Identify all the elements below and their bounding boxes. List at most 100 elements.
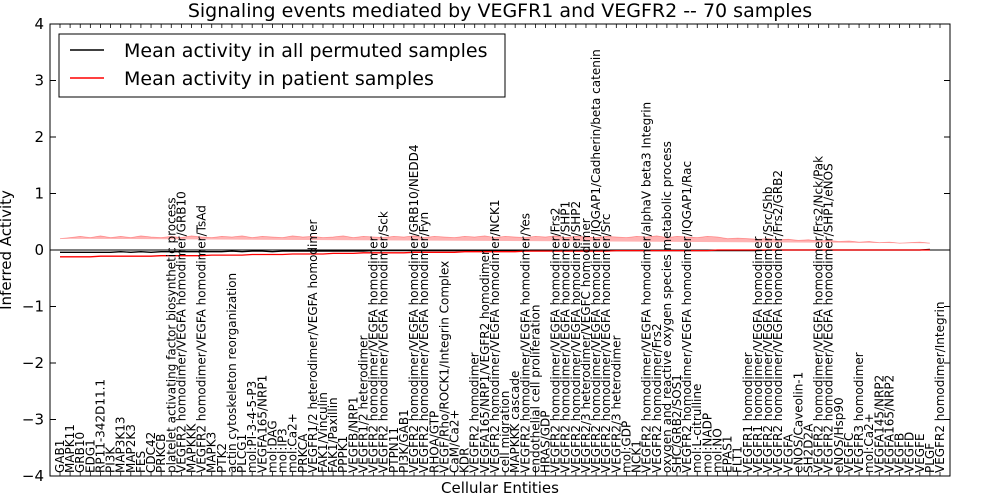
entity-label: KDR [458, 448, 472, 473]
entity-label: PPPK1 [336, 436, 350, 473]
entity-label: FAK1/Vinculin [316, 392, 330, 473]
entity-label: VEGFD [903, 432, 917, 473]
entity-label: PLCG1 [235, 434, 249, 473]
entity-label: mol:Ca2+ [286, 413, 300, 473]
entity-label: PRKCB [154, 434, 168, 473]
entity-labels: GAB1MAPK11GRB10EDG1RP11-342D11.1PI3KMAP3… [53, 49, 947, 473]
entity-label: VEGFR2 homodimer [468, 352, 482, 473]
entity-label: VEGFR2 homodimer/VEGFA homodimer/SHP1/eN… [822, 163, 836, 473]
y-tick-label: 1 [34, 185, 44, 203]
entity-label: VEGFE [913, 433, 927, 473]
entity-label: FES [134, 451, 148, 473]
entity-label: VEGFR2 homodimer/VEGFA homodimer/GRB10 [174, 191, 188, 473]
entity-label: VEGFR2 homodimer/VEGFA homodimer/NCK1 [488, 199, 502, 473]
entity-label: VEGFA [781, 433, 795, 473]
y-tick-label: −1 [22, 298, 44, 316]
chart-title: Signaling events mediated by VEGFR1 and … [188, 0, 812, 22]
entity-label: PI3K/GAB1 [397, 409, 411, 473]
entity-label: VEGFR2 homodimer/VEGFA homodimer/Frs2/GR… [771, 170, 785, 473]
band-layer [59, 235, 930, 244]
entity-label: VEGFR2 homodimer/VEGFA homodimer/Fyn [417, 212, 431, 473]
entity-label: PTK2 [215, 443, 229, 473]
entity-label: PI3K [104, 446, 118, 473]
entity-label: VEGFR1/2 heterodimer [356, 335, 370, 473]
entity-label: VEGFR1 homodimer/VEGFA homodimer [751, 236, 765, 473]
entity-label: GAB1 [53, 440, 67, 473]
entity-label: PRKCA [296, 433, 310, 473]
entity-label: VEGFR2 homodimer/VEGFA homodimer [367, 236, 381, 473]
legend-entry-patient: Mean activity in patient samples [124, 68, 434, 90]
entity-label: VEGFR1 homodimer [741, 352, 755, 473]
entity-label: VEGFA145/NRP2 [872, 375, 886, 473]
entity-label: MAPK3 [205, 432, 219, 473]
entity-label: mol:NADP [700, 413, 714, 473]
entity-label: SHC/GRB2/SOS1 [670, 374, 684, 473]
legend: Mean activity in all permuted samples Me… [58, 33, 506, 98]
entity-label: oxygen and reactive oxygen species metab… [660, 141, 674, 473]
series-line-patient [60, 249, 930, 258]
entity-label: VEGFR2 homodimer/VEGFA homodimer/SHP2 [569, 201, 583, 473]
entity-label: VEGFA165/NRP2 [882, 375, 896, 473]
entity-label: FLT1 [731, 446, 745, 473]
entity-label: RP11-342D11.1 [94, 379, 108, 473]
entity-label: VEGFR2 homodimer/VEGFA homodimer/Src/Shb [761, 187, 775, 473]
entity-label: mol:DAG [265, 420, 279, 473]
entity-label: VEGFR2/3 heterodimer [609, 335, 623, 473]
entity-label: VEGFR2 homodimer/VEGFA homodimer/SHP1 [559, 201, 573, 473]
entity-label: RHOA/GTP [427, 411, 441, 473]
y-axis: −4 −3 −2 −1 0 1 2 3 4 [22, 15, 950, 485]
entity-label: eNOS/Hsp90 [832, 397, 846, 473]
y-tick-label: −2 [22, 354, 44, 372]
entity-label: VEGF/Rho/ROCK1/Integrin Complex [437, 261, 451, 473]
entity-label: mol:GDP [619, 421, 633, 473]
entity-label: actin cytoskeleton reorganization [225, 273, 239, 473]
entity-label: VEGFR2 homodimer/VEGFA homodimer/Yes [518, 213, 532, 473]
entity-label: MAPKKK cascade [508, 371, 522, 473]
entity-label: VEGFR2 homodimer/VEGFA homodimer/alphaV … [640, 102, 654, 473]
y-tick-label: 0 [34, 241, 44, 259]
entity-label: MAP3K13 [114, 416, 128, 473]
y-tick-label: 4 [34, 15, 44, 33]
entity-label: VEGFR2 homodimer/VEGFA homodimer/Frs2/Nc… [812, 156, 826, 473]
legend-entry-permuted: Mean activity in all permuted samples [124, 40, 487, 62]
entity-label: PLGF [923, 443, 937, 473]
entity-label: VEGFR2 homodimer/Frs2 [650, 323, 664, 473]
entity-label: MAP2K3 [124, 424, 138, 473]
entity-label: MAPKKK [185, 422, 199, 473]
entity-label: cell migration [498, 391, 512, 473]
entity-label: VEGFR2 homodimer/VEGFA homodimer/Sck [377, 211, 391, 473]
entity-label: VEGFR1/2 heterodimer/VEGFA homodimer [306, 220, 320, 473]
y-tick-label: −4 [22, 467, 44, 485]
entity-label: VEGFR2 homodimer/VEGFA homodimer/TsAd [195, 205, 209, 473]
series-layer [60, 248, 930, 258]
entity-label: NCK1 [630, 440, 644, 473]
entity-label: EPAS1 [721, 435, 735, 473]
entity-label: VEGFR2 homodimer/VEGFA homodimer/Src [599, 213, 613, 473]
entity-label: platelet activating factor biosynthetic … [164, 197, 178, 473]
patient-spread-band [59, 235, 930, 244]
entity-label: CaM/Ca2+ [448, 409, 462, 473]
entity-label: EDG1 [83, 439, 97, 473]
entity-label: VEGFR2 homodimer/VEGFA homodimer/Frs2 [549, 208, 563, 474]
y-axis-title: Inferred Activity [0, 190, 15, 310]
entity-label: MAPK11 [63, 424, 77, 473]
entity-label: VEGFC [842, 433, 856, 473]
entity-label: VEGFA165/NRP1/VEGFR2 homodimer [478, 250, 492, 473]
entity-label: HRAS/GDP [539, 410, 553, 473]
entity-label: VEGFR3 homodimer [852, 352, 866, 473]
entity-label: VEGFB/NRP1 [346, 397, 360, 473]
y-tick-label: −3 [22, 411, 44, 429]
entity-label: VEGFR2 homodimer/Integrin [933, 302, 947, 473]
entity-label: VEGFR2 homodimer/VEGFA homodimer/GRB10/N… [407, 144, 421, 473]
entity-label: eNOS/Caveolin-1 [791, 372, 805, 473]
entity-label: GRB10 [73, 432, 87, 473]
entity-label: mol:L-citrulline [690, 384, 704, 473]
entity-label: VEGFR2 homodimer/VEGFA homodimer/IQGAP1/… [589, 49, 603, 473]
y-tick-label: 2 [34, 128, 44, 146]
entity-label: VEGFB [893, 433, 907, 473]
x-axis [59, 24, 941, 476]
legend-box [58, 33, 506, 98]
entity-label: mol:IP3 [276, 428, 290, 473]
entity-label: VEGFR2 homodimer/VEGFA homodimer/IQGAP1/… [680, 161, 694, 473]
